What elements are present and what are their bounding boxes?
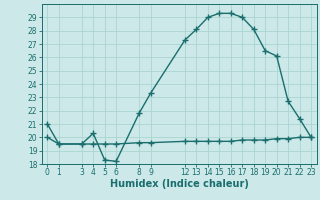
X-axis label: Humidex (Indice chaleur): Humidex (Indice chaleur) xyxy=(110,179,249,189)
